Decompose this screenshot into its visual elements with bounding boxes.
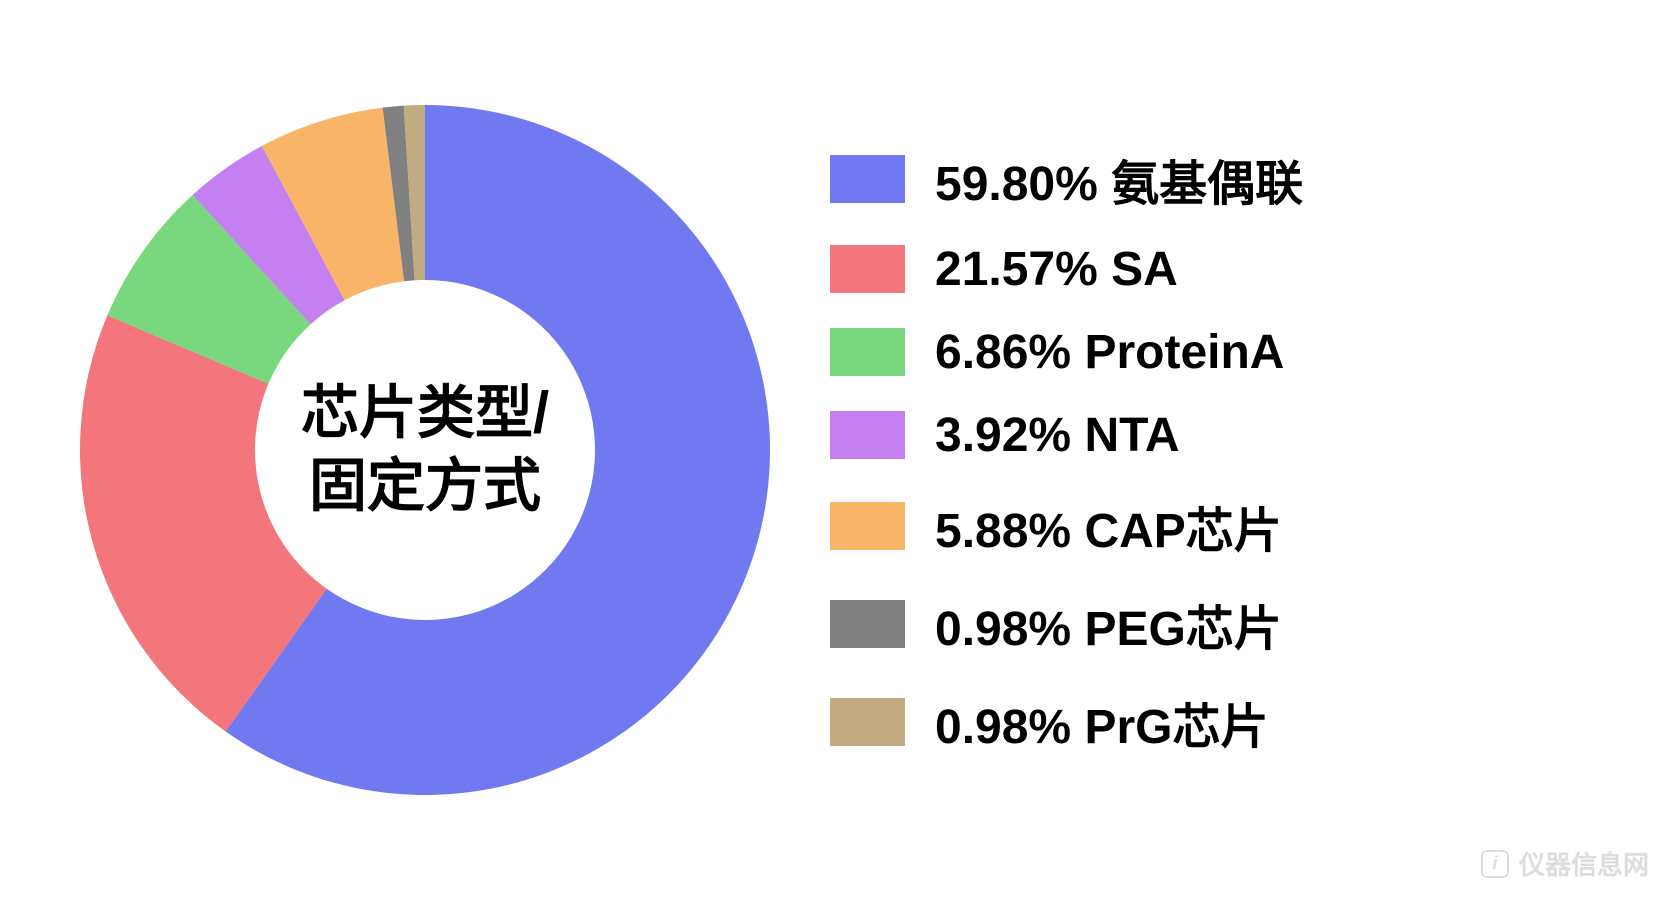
legend-text-1: 21.57% SA [935,242,1178,297]
center-line-2: 固定方式 [301,450,549,523]
legend-swatch-6 [830,698,905,746]
watermark-icon: i [1481,850,1509,878]
legend-swatch-2 [830,328,905,376]
legend-text-3: 3.92% NTA [935,408,1180,463]
legend-text-5: 0.98% PEG芯片 [935,589,1282,659]
legend-row-5: 0.98% PEG芯片 [830,589,1303,659]
legend-row-1: 21.57% SA [830,242,1303,297]
watermark: i 仪器信息网 [1481,845,1649,882]
watermark-text: 仪器信息网 [1519,845,1649,882]
legend-swatch-1 [830,245,905,293]
chart-container: 芯片类型/ 固定方式 59.80% 氨基偶联 21.57% SA 6.86% Pro… [0,105,1679,795]
legend-row-3: 3.92% NTA [830,408,1303,463]
legend-row-6: 0.98% PrG芯片 [830,687,1303,757]
legend-row-2: 6.86% ProteinA [830,325,1303,380]
donut-wrap: 芯片类型/ 固定方式 [80,105,770,795]
legend-text-4: 5.88% CAP芯片 [935,491,1282,561]
legend: 59.80% 氨基偶联 21.57% SA 6.86% ProteinA 3.92% … [830,144,1303,757]
legend-text-0: 59.80% 氨基偶联 [935,144,1303,214]
legend-swatch-5 [830,600,905,648]
legend-text-2: 6.86% ProteinA [935,325,1284,380]
legend-swatch-4 [830,502,905,550]
center-line-1: 芯片类型/ [301,378,549,451]
legend-row-0: 59.80% 氨基偶联 [830,144,1303,214]
legend-swatch-0 [830,155,905,203]
legend-text-6: 0.98% PrG芯片 [935,687,1268,757]
donut-center-label: 芯片类型/ 固定方式 [301,378,549,523]
legend-row-4: 5.88% CAP芯片 [830,491,1303,561]
legend-swatch-3 [830,411,905,459]
